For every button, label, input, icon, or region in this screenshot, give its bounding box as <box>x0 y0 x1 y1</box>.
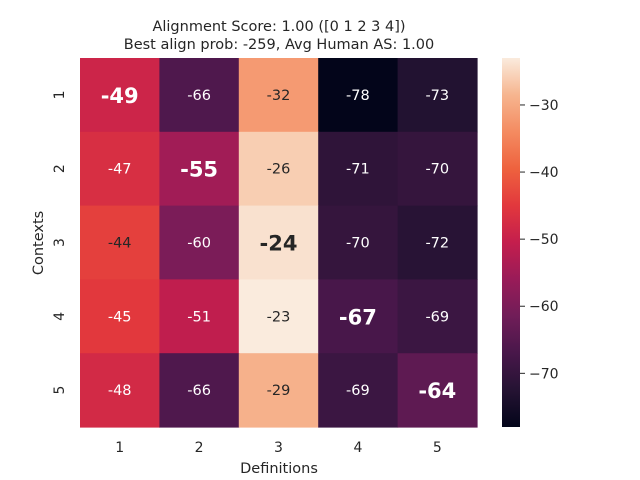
x-tick-labels: 1 2 3 4 5 <box>115 440 442 456</box>
cell-value-label: -67 <box>339 305 377 329</box>
cell-value-label: -29 <box>267 383 291 399</box>
heatmap-cell <box>80 353 160 428</box>
heatmap-cell <box>238 205 319 280</box>
colorbar-tick-label: −70 <box>529 366 559 382</box>
cell-value-label: -26 <box>267 162 291 178</box>
cell-value-label: -78 <box>346 88 370 104</box>
x-axis-label: Definitions <box>240 461 318 477</box>
heatmap-cells: -49 -66 -32 -78 -73 -47 -55 -26 -71 -70 -44 -60 -24 -… <box>80 58 478 428</box>
y-tick-label: 5 <box>52 386 68 395</box>
chart-title-line-1: Alignment Score: 1.00 ([0 1 2 3 4]) <box>152 19 405 35</box>
colorbar-ticks: −30 −40 −50 −60 −70 <box>520 98 559 382</box>
heatmap-cell <box>80 205 160 280</box>
heatmap-cell <box>238 353 319 428</box>
heatmap-cell <box>238 58 319 133</box>
cell-value-label: -64 <box>418 379 456 403</box>
cell-value-label: -60 <box>187 236 211 252</box>
heatmap-cell <box>238 279 319 354</box>
heatmap-cell <box>159 279 240 354</box>
cell-value-label: -70 <box>425 162 449 178</box>
cell-value-label: -49 <box>101 84 139 108</box>
heatmap-cell <box>159 205 240 280</box>
heatmap-cell <box>80 131 160 207</box>
cell-value-label: -69 <box>346 383 370 399</box>
heatmap-cell <box>159 58 240 133</box>
colorbar-tick-label: −50 <box>529 232 559 248</box>
x-tick-label: 5 <box>433 440 442 456</box>
y-tick-label: 1 <box>52 90 68 99</box>
heatmap-cell <box>318 58 399 133</box>
cell-value-label: -51 <box>187 309 211 325</box>
x-tick-label: 1 <box>115 440 124 456</box>
colorbar-tick-label: −60 <box>529 299 559 315</box>
cell-value-label: -66 <box>187 88 211 104</box>
cell-value-label: -24 <box>260 232 298 256</box>
cell-value-label: -70 <box>346 236 370 252</box>
heatmap-cell <box>397 205 478 280</box>
cell-value-label: -45 <box>108 309 132 325</box>
x-tick-label: 3 <box>274 440 283 456</box>
heatmap-cell <box>397 131 478 207</box>
cell-value-label: -32 <box>267 88 291 104</box>
cell-value-label: -48 <box>108 383 132 399</box>
cell-value-label: -73 <box>425 88 449 104</box>
colorbar-tick-label: −40 <box>529 165 559 181</box>
x-tick-label: 2 <box>195 440 204 456</box>
cell-value-label: -71 <box>346 162 370 178</box>
heatmap-cell <box>159 353 240 428</box>
colorbar-tick-label: −30 <box>529 98 559 114</box>
heatmap-cell <box>397 58 478 133</box>
heatmap-cell <box>159 131 240 207</box>
cell-value-label: -55 <box>180 158 218 182</box>
cell-value-label: -23 <box>267 309 291 325</box>
heatmap-cell <box>238 131 319 207</box>
y-tick-label: 3 <box>52 238 68 247</box>
heatmap-cell <box>318 353 399 428</box>
heatmap-cell <box>397 279 478 354</box>
cell-value-label: -69 <box>425 309 449 325</box>
colorbar <box>502 58 520 427</box>
cell-value-label: -66 <box>187 383 211 399</box>
y-tick-labels: 1 2 3 4 5 <box>52 90 68 394</box>
x-tick-label: 4 <box>353 440 362 456</box>
y-axis-label: Contexts <box>31 211 47 275</box>
chart-title-line-2: Best align prob: -259, Avg Human AS: 1.0… <box>124 37 434 53</box>
cell-value-label: -72 <box>425 236 449 252</box>
y-tick-label: 4 <box>52 312 68 321</box>
heatmap-cell <box>80 58 160 133</box>
heatmap-cell <box>318 131 399 207</box>
cell-value-label: -47 <box>108 162 132 178</box>
heatmap-cell <box>318 205 399 280</box>
heatmap-cell <box>397 353 478 428</box>
heatmap-cell <box>80 279 160 354</box>
heatmap-cell <box>318 279 399 354</box>
cell-value-label: -44 <box>108 236 132 252</box>
y-tick-label: 2 <box>52 164 68 173</box>
